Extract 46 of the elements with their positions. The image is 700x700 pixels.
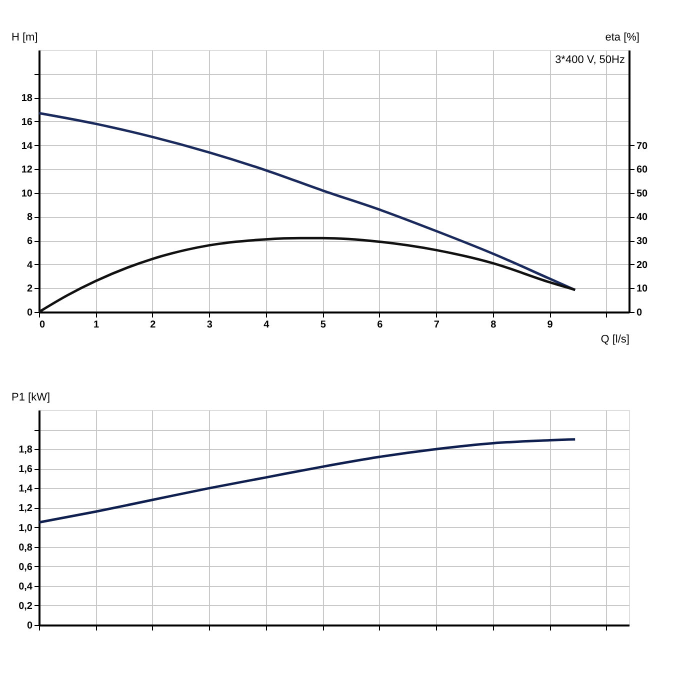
y2-tick-label: 0 — [636, 308, 642, 318]
x-tick-label: 0 — [40, 320, 46, 330]
y-tick-label: 0,6 — [18, 562, 33, 573]
y-tick-label: 0,8 — [18, 542, 33, 554]
y-tick-label: 1,6 — [18, 464, 33, 476]
y-tick-label: 0 — [26, 620, 33, 632]
y-tick-label: 1,4 — [18, 484, 33, 495]
line-series — [38, 236, 576, 314]
y-tick-label: 12 — [21, 164, 33, 176]
x-tick-label: 8 — [490, 320, 497, 330]
y-tick-label: 0,4 — [18, 581, 33, 592]
line-series — [38, 112, 576, 292]
y-tick-label: 0,2 — [18, 600, 33, 612]
y2-tick-label: 30 — [636, 236, 648, 248]
y2-tick-label: 50 — [636, 188, 648, 200]
y-tick-label: 0 — [26, 308, 33, 318]
x-tick-label: 6 — [377, 320, 384, 330]
x-tick-label: 7 — [434, 320, 440, 330]
y2-tick-label: 20 — [636, 260, 648, 271]
x-axis-title: Q [l/s] — [600, 334, 630, 346]
x-tick-label: 4 — [264, 320, 270, 330]
x-tick-label: 5 — [320, 320, 326, 330]
annotation: 3*400 V, 50Hz — [555, 54, 625, 66]
y-tick-label: 1,0 — [18, 522, 33, 534]
x-tick-label: 3 — [206, 320, 213, 330]
y-tick-label: 4 — [26, 260, 33, 271]
y2-tick-label: 40 — [636, 212, 648, 224]
y-tick-label: 6 — [26, 236, 33, 248]
y-tick-label: 2 — [26, 284, 33, 295]
line-series — [38, 438, 576, 524]
y-tick-label: 18 — [21, 93, 33, 104]
x-tick-label: 9 — [547, 320, 554, 330]
y-tick-label: 16 — [21, 116, 33, 128]
y-tick-label: 1,2 — [18, 503, 33, 514]
y-axis-title: H [m] — [12, 32, 38, 44]
y-axis-title: P1 [kW] — [12, 392, 50, 404]
y-tick-label: 10 — [21, 188, 33, 200]
x-tick-label: 1 — [93, 320, 100, 330]
y-tick-label: 14 — [21, 140, 33, 152]
x-tick-label: 2 — [150, 320, 156, 330]
y2-tick-label: 70 — [636, 140, 648, 152]
y-tick-label: 1,8 — [18, 444, 33, 456]
y2-tick-label: 60 — [636, 164, 648, 176]
y2-tick-label: 10 — [636, 284, 648, 295]
y-tick-label: 8 — [26, 212, 33, 224]
y2-axis-title: eta [%] — [605, 32, 640, 44]
